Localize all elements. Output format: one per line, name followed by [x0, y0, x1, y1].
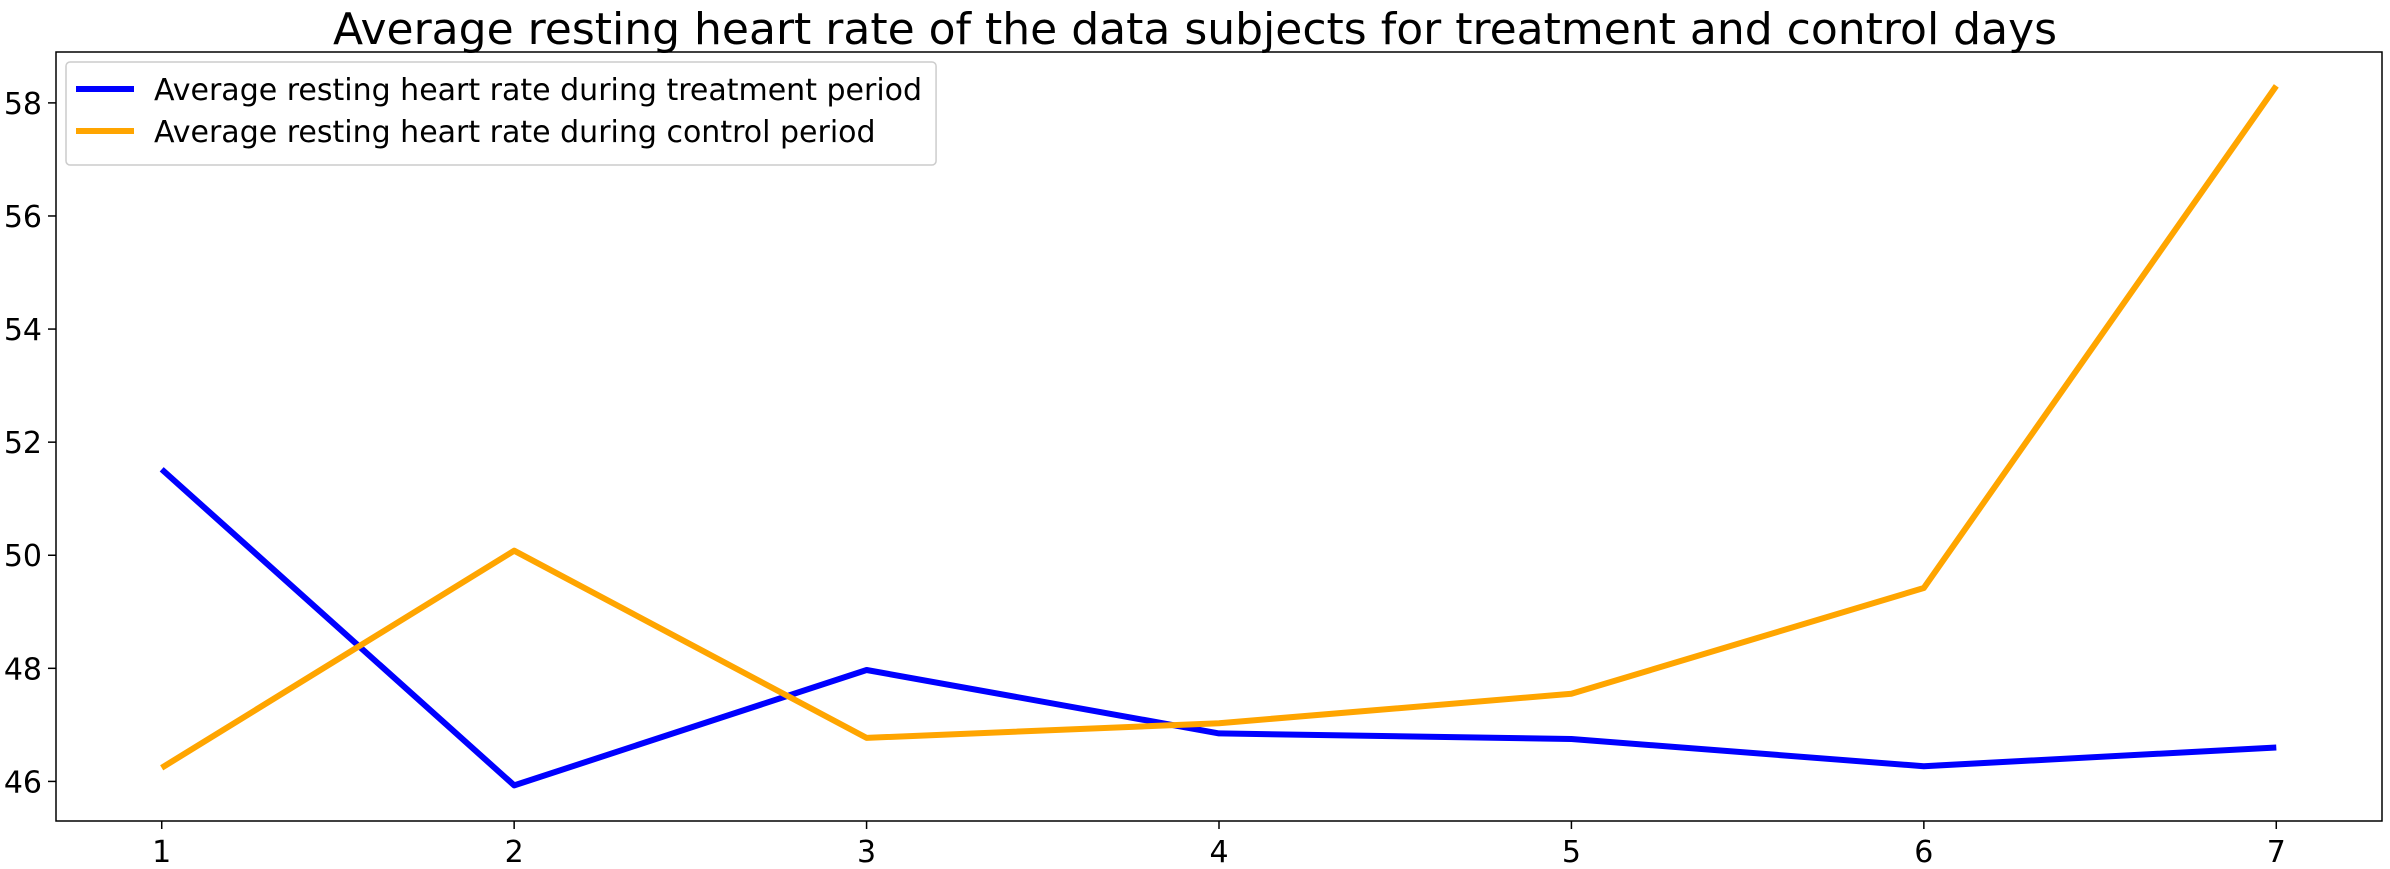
- x-tick-label: 7: [2267, 835, 2286, 869]
- x-tick-label: 2: [505, 835, 524, 869]
- x-tick-label: 1: [152, 835, 171, 869]
- y-tick-label: 48: [4, 652, 42, 687]
- y-tick-label: 52: [4, 426, 42, 461]
- y-tick-label: 58: [4, 87, 42, 122]
- chart-title: Average resting heart rate of the data s…: [333, 4, 2057, 55]
- legend-label-control: Average resting heart rate during contro…: [154, 115, 876, 150]
- legend-label-treatment: Average resting heart rate during treatm…: [154, 73, 922, 108]
- x-tick-label: 6: [1914, 835, 1933, 869]
- legend: Average resting heart rate during treatm…: [65, 61, 937, 166]
- series-line-treatment: [159, 467, 2277, 789]
- y-tick-label: 54: [4, 313, 42, 348]
- y-tick-label: 50: [4, 539, 42, 574]
- x-tick-label: 4: [1209, 835, 1228, 869]
- y-tick-label: 46: [4, 765, 42, 800]
- x-tick-label: 3: [857, 835, 876, 869]
- series-line-control: [160, 84, 2279, 771]
- series-lines: [159, 84, 2279, 789]
- y-tick-label: 56: [4, 200, 42, 235]
- legend-box: [65, 61, 937, 166]
- x-tick-label: 5: [1562, 835, 1581, 869]
